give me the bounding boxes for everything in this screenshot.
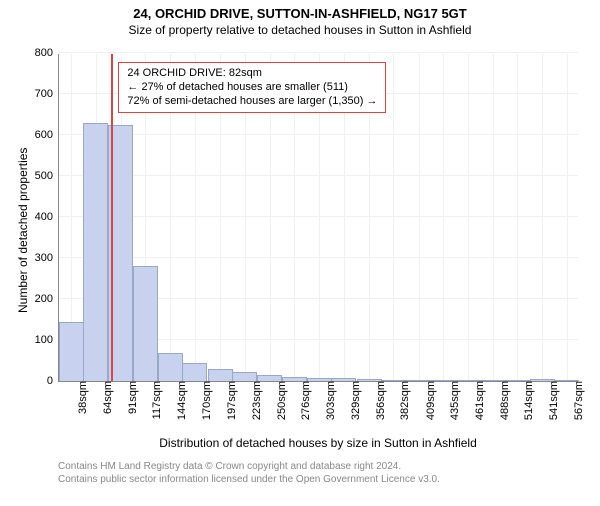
x-tick-label: 223sqm bbox=[249, 381, 263, 420]
gridline-h bbox=[59, 52, 578, 53]
x-axis-label: Distribution of detached houses by size … bbox=[58, 436, 578, 450]
y-tick-label: 700 bbox=[35, 88, 59, 100]
histogram-bar bbox=[158, 353, 183, 381]
x-tick-label: 567sqm bbox=[571, 381, 585, 420]
y-tick-label: 200 bbox=[35, 293, 59, 305]
x-tick-label: 64sqm bbox=[100, 381, 114, 414]
gridline-v bbox=[542, 54, 543, 381]
gridline-v bbox=[468, 54, 469, 381]
y-tick-label: 600 bbox=[35, 129, 59, 141]
histogram-bar bbox=[83, 123, 108, 381]
attribution: Contains HM Land Registry data © Crown c… bbox=[58, 460, 440, 486]
x-tick-label: 250sqm bbox=[274, 381, 288, 420]
x-tick-label: 117sqm bbox=[149, 381, 163, 419]
attribution-line-1: Contains HM Land Registry data © Crown c… bbox=[58, 460, 440, 473]
gridline-v bbox=[393, 54, 394, 381]
info-line-2: ← 27% of detached houses are smaller (51… bbox=[127, 81, 377, 95]
gridline-v bbox=[517, 54, 518, 381]
y-tick-label: 500 bbox=[35, 170, 59, 182]
info-line-3: 72% of semi-detached houses are larger (… bbox=[127, 95, 377, 109]
x-tick-label: 541sqm bbox=[546, 381, 560, 420]
gridline-v bbox=[443, 54, 444, 381]
x-tick-label: 461sqm bbox=[472, 381, 486, 420]
x-tick-label: 276sqm bbox=[298, 381, 312, 420]
y-tick-label: 400 bbox=[35, 211, 59, 223]
x-tick-label: 329sqm bbox=[348, 381, 362, 420]
x-tick-label: 197sqm bbox=[224, 381, 238, 420]
x-tick-label: 382sqm bbox=[397, 381, 411, 420]
gridline-v bbox=[567, 54, 568, 381]
y-tick-label: 800 bbox=[35, 47, 59, 59]
x-tick-label: 488sqm bbox=[497, 381, 511, 420]
x-tick-label: 409sqm bbox=[423, 381, 437, 420]
info-box: 24 ORCHID DRIVE: 82sqm ← 27% of detached… bbox=[118, 62, 386, 113]
y-tick-label: 0 bbox=[47, 375, 59, 387]
chart-subtitle: Size of property relative to detached ho… bbox=[0, 23, 600, 37]
x-tick-label: 514sqm bbox=[521, 381, 535, 420]
histogram-bar bbox=[208, 369, 233, 381]
info-line-1: 24 ORCHID DRIVE: 82sqm bbox=[127, 67, 377, 81]
histogram-bar bbox=[182, 363, 207, 381]
x-tick-label: 38sqm bbox=[75, 381, 89, 414]
x-tick-label: 91sqm bbox=[125, 381, 139, 414]
x-tick-label: 170sqm bbox=[199, 381, 213, 420]
attribution-line-2: Contains public sector information licen… bbox=[58, 473, 440, 486]
gridline-v bbox=[419, 54, 420, 381]
x-tick-label: 144sqm bbox=[174, 381, 188, 420]
gridline-v bbox=[493, 54, 494, 381]
histogram-bar bbox=[133, 266, 158, 381]
x-tick-label: 435sqm bbox=[447, 381, 461, 420]
x-tick-label: 303sqm bbox=[323, 381, 337, 420]
histogram-bar bbox=[232, 372, 257, 381]
marker-line bbox=[111, 54, 113, 381]
x-tick-label: 356sqm bbox=[373, 381, 387, 420]
y-tick-label: 300 bbox=[35, 252, 59, 264]
plot-area: 010020030040050060070080038sqm64sqm91sqm… bbox=[58, 54, 578, 382]
y-tick-label: 100 bbox=[35, 334, 59, 346]
chart-title: 24, ORCHID DRIVE, SUTTON-IN-ASHFIELD, NG… bbox=[0, 6, 600, 21]
histogram-bar bbox=[59, 322, 84, 381]
y-axis-label: Number of detached properties bbox=[16, 148, 30, 313]
